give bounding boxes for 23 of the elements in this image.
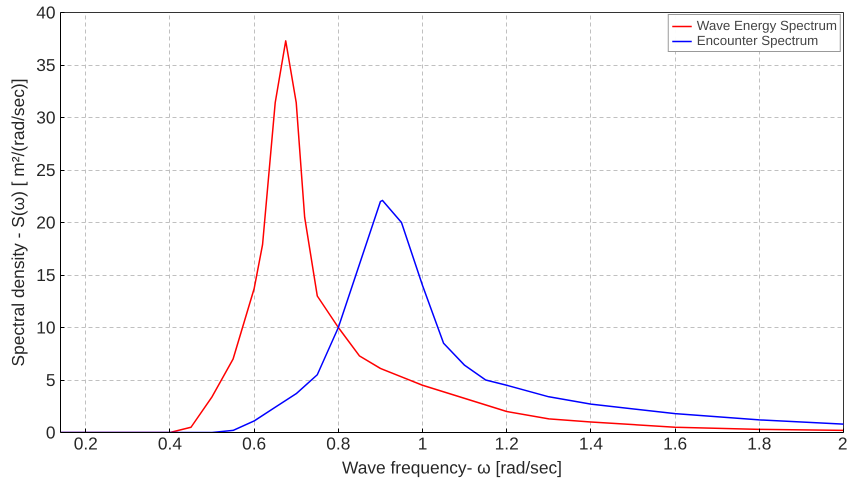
- y-tick-label: 40: [36, 2, 56, 22]
- x-axis-title: Wave frequency- ω [rad/sec]: [342, 458, 562, 478]
- y-tick-label: 15: [36, 265, 56, 285]
- x-tick-label: 1.6: [663, 434, 688, 454]
- y-tick-label: 35: [36, 55, 56, 75]
- x-tick-label: 2: [838, 434, 847, 454]
- x-tick-label: 1.8: [747, 434, 772, 454]
- y-tick-label: 0: [46, 422, 56, 442]
- y-tick-label: 20: [36, 212, 56, 232]
- y-tick-label: 25: [36, 160, 56, 180]
- x-tick-label: 0.4: [158, 434, 182, 454]
- x-tick-label: 0.8: [326, 434, 350, 454]
- y-tick-label: 5: [46, 370, 56, 390]
- x-tick-label: 1: [418, 434, 428, 454]
- x-tick-label: 1.4: [578, 434, 604, 454]
- x-tick-label: 1.2: [494, 434, 519, 454]
- y-axis-title: Spectral density - S(ω) [ m²/(rad/sec)]: [8, 78, 28, 366]
- y-tick-label: 30: [36, 108, 56, 128]
- legend-label: Encounter Spectrum: [696, 33, 818, 48]
- x-tick-label: 0.6: [242, 434, 266, 454]
- y-tick-label: 10: [36, 318, 56, 338]
- legend-label: Wave Energy Spectrum: [696, 18, 837, 33]
- x-tick-label: 0.2: [74, 434, 98, 454]
